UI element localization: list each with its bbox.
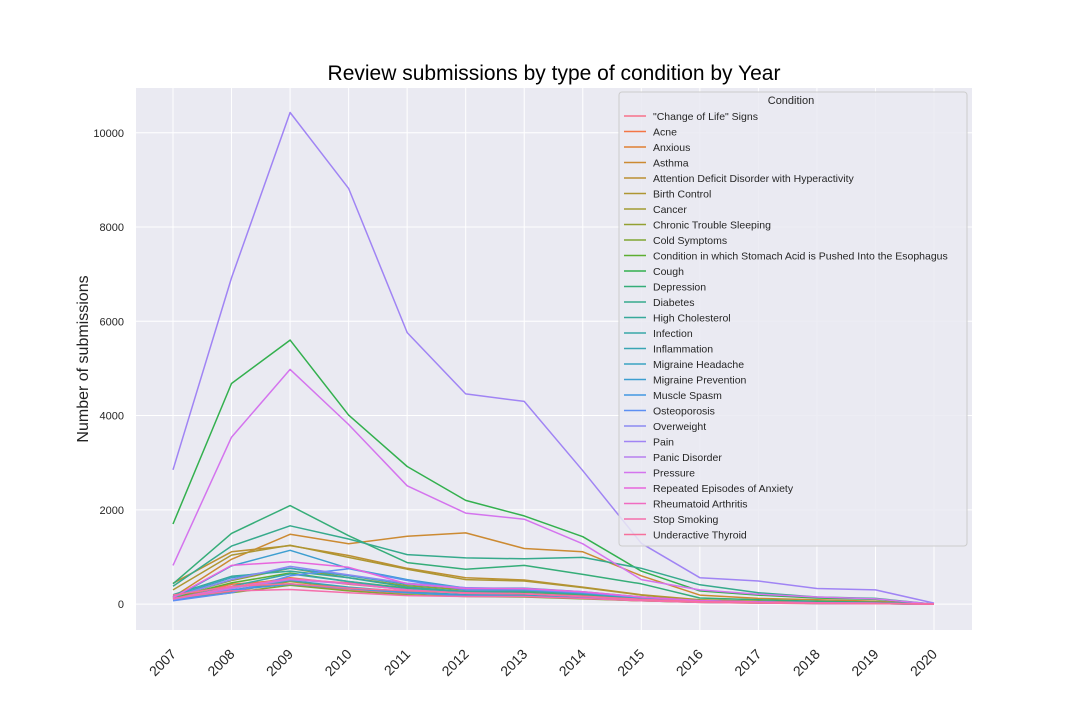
series-line xyxy=(172,583,935,605)
legend-label: Migraine Prevention xyxy=(653,375,747,387)
legend-box xyxy=(618,91,968,547)
legend-items: "Change of Life" Signs Acne Anxious Asthma A… xyxy=(624,111,948,542)
legend-title: Condition xyxy=(768,95,814,107)
series-line xyxy=(172,368,935,605)
y-tick-label: 0 xyxy=(118,599,124,611)
legend-label: Repeated Episodes of Anxiety xyxy=(653,483,794,495)
legend-label: Cold Symptoms xyxy=(653,235,727,247)
series-line xyxy=(172,111,935,604)
y-axis-label: Number of submissions xyxy=(75,275,92,442)
y-tick-label: 4000 xyxy=(100,411,124,423)
legend-label: Cancer xyxy=(653,204,687,216)
legend-label: Underactive Thyroid xyxy=(653,530,747,542)
legend-label: Chronic Trouble Sleeping xyxy=(653,220,771,232)
legend-label: Diabetes xyxy=(653,297,694,309)
legend-label: High Cholesterol xyxy=(653,313,731,325)
legend-label: Birth Control xyxy=(653,189,711,201)
series-line xyxy=(172,532,935,605)
legend-label: Anxious xyxy=(653,142,690,154)
legend-label: Condition in which Stomach Acid is Pushe… xyxy=(653,251,948,263)
legend-label: "Change of Life" Signs xyxy=(653,111,758,123)
legend-label: Infection xyxy=(653,328,693,340)
legend: Condition "Change of Life" Signs Acne Anxi… xyxy=(618,91,968,547)
y-tick-label: 8000 xyxy=(100,222,124,234)
series-line xyxy=(172,339,935,605)
y-tick-label: 6000 xyxy=(100,316,124,328)
series-lines xyxy=(172,111,935,605)
legend-label: Attention Deficit Disorder with Hyperact… xyxy=(653,173,854,185)
series-line xyxy=(172,504,935,605)
legend-label: Cough xyxy=(653,266,684,278)
legend-label: Migraine Headache xyxy=(653,359,744,371)
chart-title: Review submissions by type of condition … xyxy=(328,62,781,85)
legend-label: Overweight xyxy=(653,421,706,433)
legend-label: Asthma xyxy=(653,158,689,170)
legend-label: Inflammation xyxy=(653,344,713,356)
y-tick-labels: 0 2000 4000 6000 8000 10000 xyxy=(93,128,124,611)
legend-label: Pain xyxy=(653,437,674,449)
legend-label: Stop Smoking xyxy=(653,514,719,526)
legend-label: Depression xyxy=(653,282,706,294)
legend-label: Rheumatoid Arthritis xyxy=(653,499,748,511)
legend-label: Muscle Spasm xyxy=(653,390,722,402)
legend-label: Acne xyxy=(653,127,677,139)
y-tick-label: 2000 xyxy=(100,505,124,517)
legend-label: Pressure xyxy=(653,468,695,480)
legend-label: Panic Disorder xyxy=(653,452,722,464)
y-tick-label: 10000 xyxy=(93,128,124,140)
legend-label: Osteoporosis xyxy=(653,406,715,418)
